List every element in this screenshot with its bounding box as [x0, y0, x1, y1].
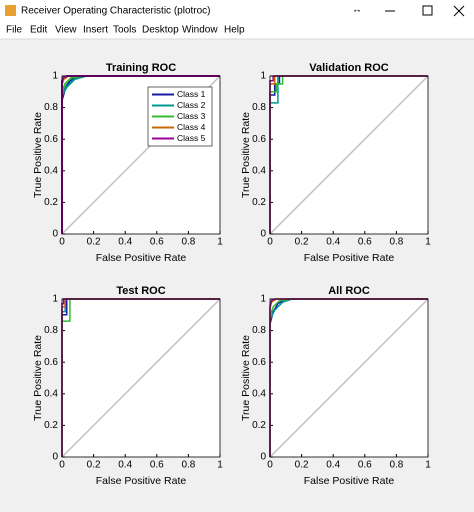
y-tick-label: 0.2: [44, 420, 58, 431]
legend-label: Class 1: [177, 89, 206, 99]
chart: All ROC False Positive Rate True Positive …: [240, 285, 431, 487]
y-tick-label: 0.2: [252, 420, 266, 431]
legend-label: Class 2: [177, 100, 206, 110]
x-tick-label: 1: [425, 460, 431, 471]
y-tick-label: 0: [260, 452, 266, 463]
y-axis-label: True Positive Rate: [32, 335, 44, 421]
roc-line: [61, 298, 221, 458]
x-tick-label: 0.2: [87, 237, 101, 248]
y-axis-label: True Positive Rate: [32, 112, 44, 198]
resize-icon: ↔: [352, 5, 362, 16]
y-tick-label: 1: [260, 294, 266, 305]
window-title: Receiver Operating Characteristic (plotr…: [21, 6, 211, 17]
close-button[interactable]: [453, 5, 465, 17]
x-tick-label: 0: [267, 460, 273, 471]
chart-title: Validation ROC: [309, 62, 389, 74]
app-icon: [5, 5, 16, 16]
legend-label: Class 5: [177, 133, 206, 143]
legend-label: Class 4: [177, 122, 206, 132]
axes-box: [61, 298, 221, 458]
chart: Validation ROC False Positive Rate True Po…: [240, 62, 431, 264]
y-tick-label: 0.4: [252, 388, 266, 399]
menu-items: File Edit View Insert Tools Desktop Window Help: [6, 25, 245, 36]
y-tick-label: 0.6: [252, 134, 266, 145]
roc-line: [269, 75, 429, 235]
y-tick-label: 1: [260, 71, 266, 82]
menu-item[interactable]: View: [55, 25, 77, 36]
chart-title: Training ROC: [106, 62, 176, 74]
y-tick-label: 0.4: [44, 388, 58, 399]
x-tick-label: 0.6: [150, 460, 164, 471]
y-tick-label: 0.2: [44, 197, 58, 208]
x-tick-label: 1: [217, 237, 223, 248]
menu-item[interactable]: Tools: [113, 25, 136, 36]
x-tick-label: 0.8: [389, 237, 403, 248]
menu-bar: [0, 22, 474, 39]
chart-title: All ROC: [328, 285, 370, 297]
menu-item[interactable]: Desktop: [142, 25, 179, 36]
axes-box: [269, 75, 429, 235]
chart-title: Test ROC: [116, 285, 165, 297]
x-tick-label: 0.4: [118, 460, 132, 471]
x-tick-label: 1: [425, 237, 431, 248]
y-tick-label: 0.6: [252, 357, 266, 368]
x-tick-label: 0: [267, 237, 273, 248]
x-tick-label: 0.2: [295, 237, 309, 248]
axes-box: [61, 75, 221, 235]
x-tick-label: 0.6: [358, 460, 372, 471]
y-tick-label: 0.2: [252, 197, 266, 208]
y-tick-label: 1: [52, 71, 58, 82]
roc-line: [269, 298, 429, 458]
title-bar: [0, 0, 474, 22]
y-tick-label: 0.8: [44, 325, 58, 336]
x-tick-label: 0: [59, 237, 65, 248]
y-tick-label: 0.8: [44, 102, 58, 113]
x-axis-label: False Positive Rate: [304, 475, 395, 487]
x-tick-label: 0.6: [150, 237, 164, 248]
x-tick-label: 1: [217, 460, 223, 471]
x-tick-label: 0.2: [87, 460, 101, 471]
y-tick-label: 0: [52, 452, 58, 463]
y-tick-label: 0.4: [44, 165, 58, 176]
x-tick-label: 0.8: [181, 460, 195, 471]
menu-item[interactable]: Insert: [83, 25, 108, 36]
x-axis-label: False Positive Rate: [96, 475, 187, 487]
y-axis-label: True Positive Rate: [240, 335, 252, 421]
y-tick-label: 0.8: [252, 102, 266, 113]
chart: Test ROC False Positive Rate True Positive…: [32, 285, 223, 487]
y-tick-label: 0.6: [44, 134, 58, 145]
maximize-button[interactable]: [422, 5, 433, 16]
x-axis-label: False Positive Rate: [96, 252, 187, 264]
menu-item[interactable]: File: [6, 25, 23, 36]
legend-label: Class 3: [177, 111, 206, 121]
menu-item[interactable]: Edit: [30, 25, 47, 36]
chart: Training ROC False Positive Rate True Posi…: [32, 62, 223, 264]
axes-box: [269, 298, 429, 458]
y-tick-label: 0.4: [252, 165, 266, 176]
x-tick-label: 0.8: [181, 237, 195, 248]
y-axis-label: True Positive Rate: [240, 112, 252, 198]
y-tick-label: 0.6: [44, 357, 58, 368]
y-tick-label: 1: [52, 294, 58, 305]
y-tick-label: 0: [52, 229, 58, 240]
menu-item[interactable]: Window: [182, 25, 218, 36]
x-tick-label: 0: [59, 460, 65, 471]
menu-item[interactable]: Help: [224, 25, 245, 36]
x-tick-label: 0.8: [389, 460, 403, 471]
x-axis-label: False Positive Rate: [304, 252, 395, 264]
x-tick-label: 0.2: [295, 460, 309, 471]
x-tick-label: 0.4: [326, 237, 340, 248]
x-tick-label: 0.4: [326, 460, 340, 471]
x-tick-label: 0.4: [118, 237, 132, 248]
y-tick-label: 0: [260, 229, 266, 240]
y-tick-label: 0.8: [252, 325, 266, 336]
x-tick-label: 0.6: [358, 237, 372, 248]
